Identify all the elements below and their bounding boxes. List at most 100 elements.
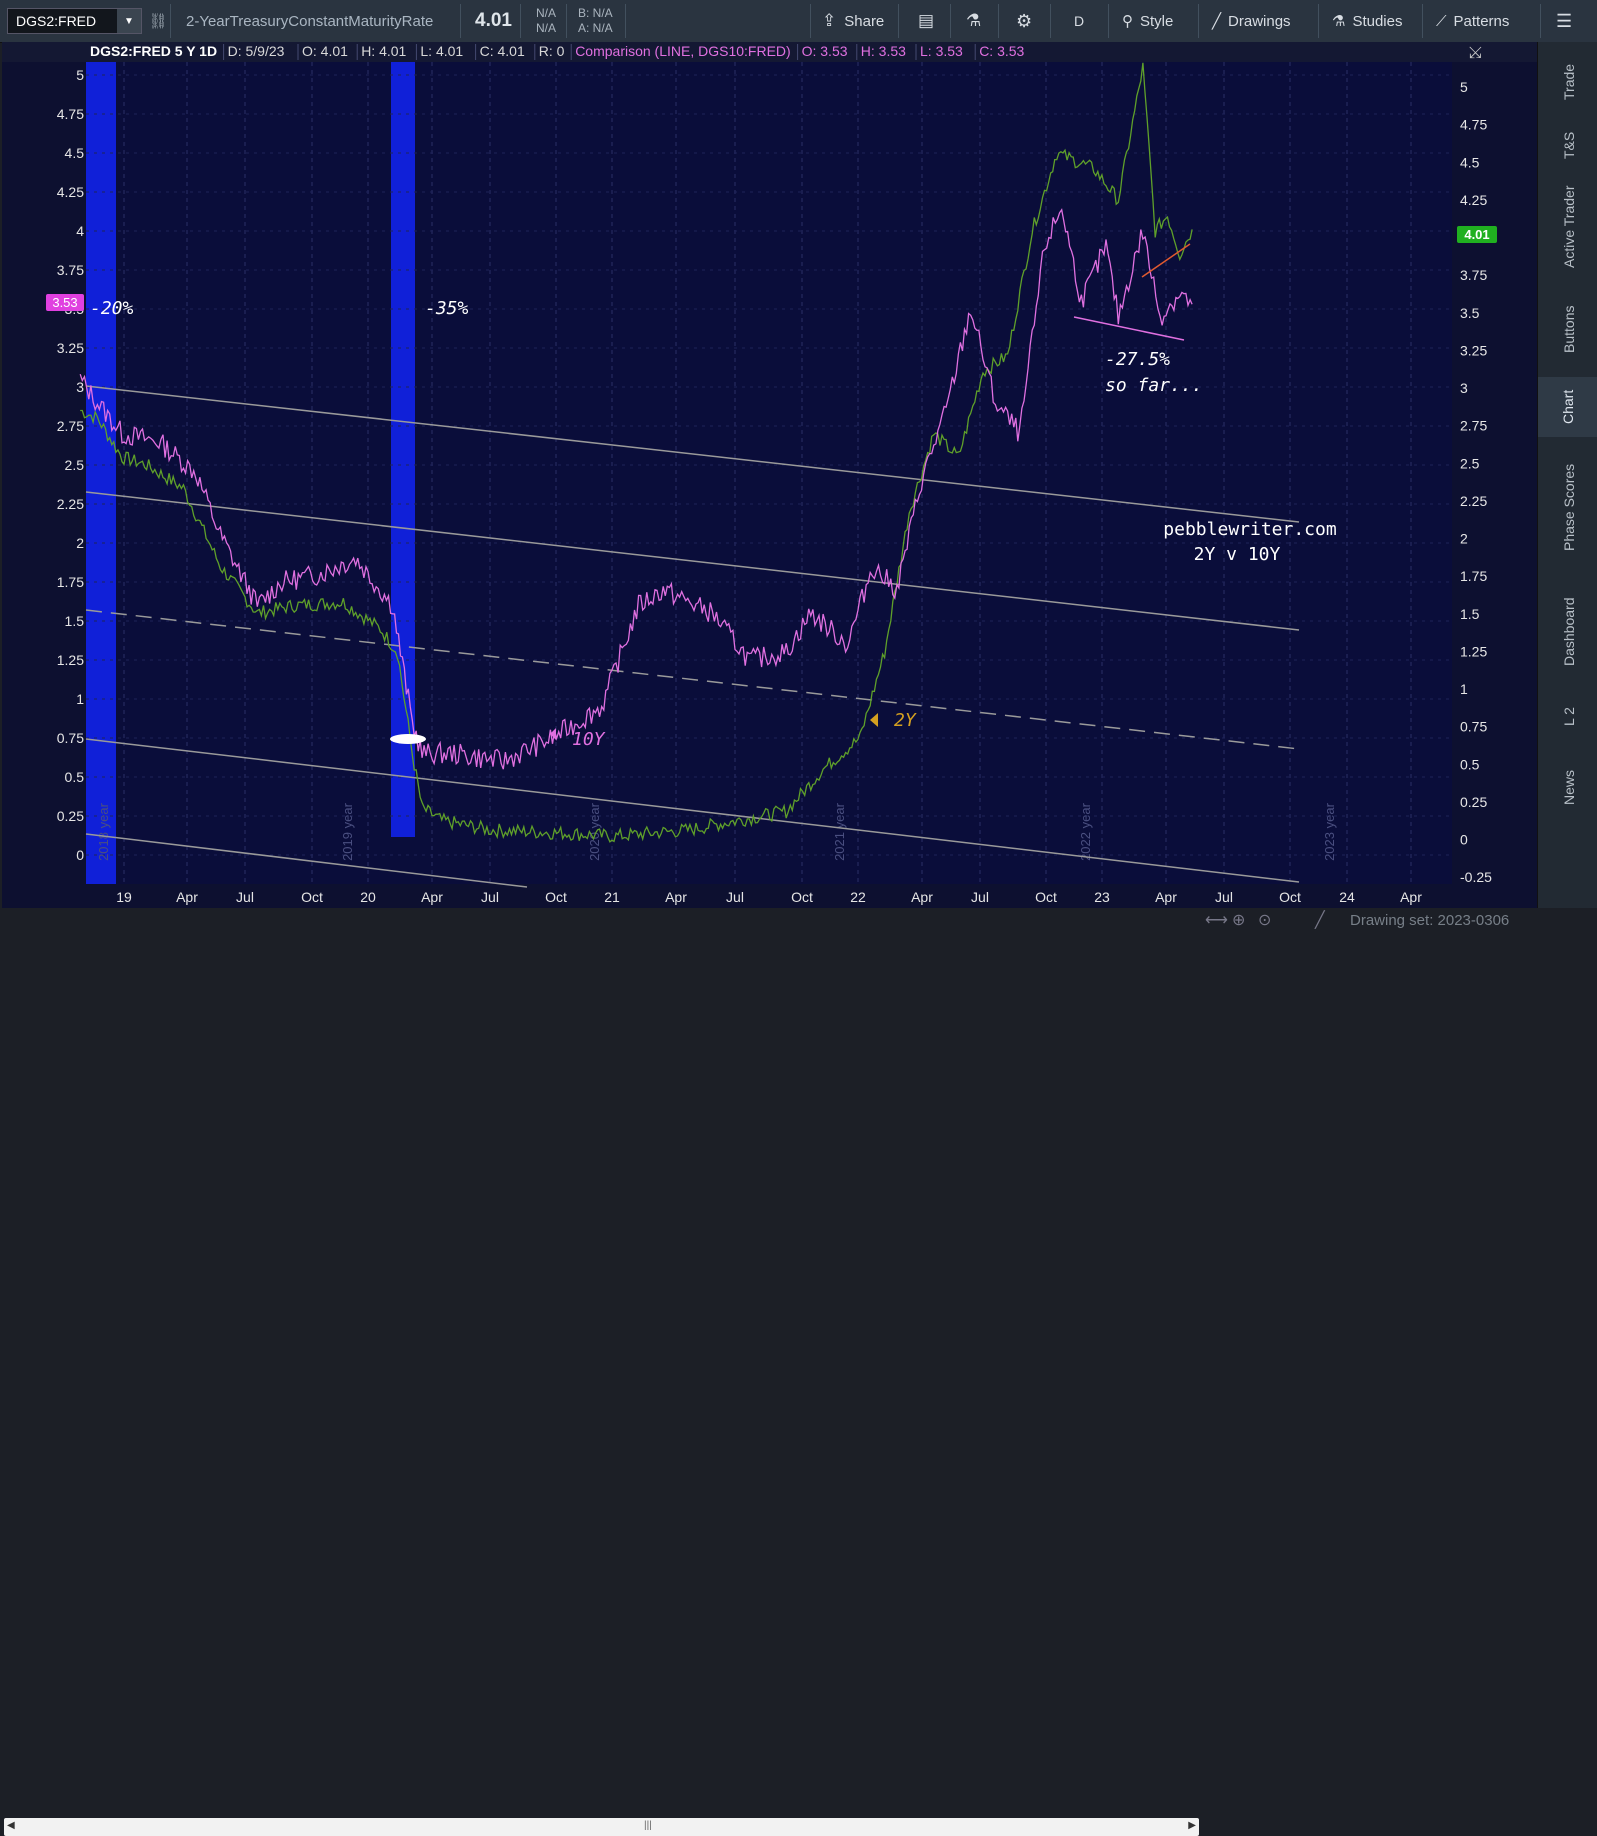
collapse-icon[interactable]: ⤩ — [1469, 45, 1482, 62]
divider — [810, 4, 811, 38]
header-item: Comparison (LINE, DGS10:FRED) — [575, 43, 791, 59]
right-axis-tick-label: 2 — [1460, 531, 1468, 547]
right-axis-tick-label: 0.5 — [1460, 756, 1480, 772]
highlight-bar — [391, 62, 415, 837]
patterns-button[interactable]: ⟋ Patterns — [1436, 0, 1509, 42]
aggregation-button[interactable]: D — [1074, 13, 1085, 29]
right-axis-tick-label: 4.25 — [1460, 192, 1487, 208]
scroll-right-icon[interactable]: ▶ — [1188, 1820, 1196, 1831]
patterns-icon: ⟋ — [1436, 12, 1447, 30]
left-axis-tick-label: 2.5 — [65, 457, 85, 473]
share-button[interactable]: ⇪ Share — [822, 0, 884, 42]
sidebar-tab-t-s[interactable]: T&S — [1561, 131, 1577, 159]
year-label: 2021 year — [832, 802, 847, 860]
annotation-so-far: so far... — [1105, 375, 1203, 396]
right-axis-tick-label: 3.25 — [1460, 342, 1487, 358]
divider — [460, 4, 461, 38]
bid-label: B: N/A — [578, 6, 613, 20]
style-button[interactable]: ⚲ Style — [1122, 0, 1173, 42]
channel-line — [85, 385, 1300, 523]
x-axis-tick-label: Jul — [236, 889, 254, 905]
drawing-set[interactable]: Drawing set: 2023-0306 — [1350, 912, 1510, 929]
right-axis-tick-label: -0.25 — [1460, 869, 1492, 885]
toolbar: DGS2:FRED ▼ ⛓ 2-YearTreasuryConstantMatu… — [0, 0, 1597, 43]
sidebar-tab-news[interactable]: News — [1561, 769, 1577, 805]
x-axis-tick-label: Apr — [1400, 889, 1422, 905]
right-axis-tick-label: 2.25 — [1460, 493, 1487, 509]
header-item: R: 0 — [539, 43, 565, 59]
divider — [1198, 4, 1199, 38]
right-axis-tick-label: 0.25 — [1460, 794, 1487, 810]
watermark-site: pebblewriter.com — [1163, 519, 1336, 540]
sidebar-tab-chart[interactable]: Chart — [1538, 377, 1597, 437]
x-axis-tick-label: Jul — [1215, 889, 1233, 905]
right-axis-tick-label: 4.75 — [1460, 117, 1487, 133]
sidebar-tab-trade[interactable]: Trade — [1561, 63, 1577, 100]
price-badge-dgs2-text: 4.01 — [1464, 227, 1489, 242]
year-label: 2020 year — [587, 802, 602, 860]
flask-icon[interactable]: ⚗ — [966, 11, 982, 30]
left-axis-tick-label: 1.5 — [65, 613, 85, 629]
share-label: Share — [844, 12, 885, 30]
beaker-icon: ⚗ — [1332, 13, 1346, 30]
right-axis-tick-label: 2.5 — [1460, 455, 1480, 471]
drawings-button[interactable]: ╱ Drawings — [1212, 0, 1291, 42]
divider — [1422, 4, 1423, 38]
symbol-dropdown-icon[interactable]: ▼ — [117, 9, 141, 33]
divider — [950, 4, 951, 38]
sidebar-tab-l-2[interactable]: L 2 — [1561, 707, 1577, 727]
plot-area — [86, 62, 1452, 884]
sidebar-tab-dashboard[interactable]: Dashboard — [1561, 597, 1577, 667]
price-badge-dgs10-text: 3.53 — [52, 295, 77, 310]
x-axis-tick-label: Jul — [481, 889, 499, 905]
sidebar-tab-active-trader[interactable]: Active Trader — [1561, 185, 1577, 269]
menu-icon[interactable]: ☰ — [1556, 10, 1573, 31]
scroll-left-icon[interactable]: ◀ — [7, 1820, 15, 1831]
channel-line — [85, 833, 528, 888]
header-item: O: 4.01 — [302, 43, 348, 59]
studies-label: Studies — [1352, 12, 1403, 30]
channel-line — [85, 738, 1300, 883]
gear-icon[interactable]: ⚙ — [1016, 10, 1033, 31]
left-axis-tick-label: 4.5 — [65, 145, 85, 161]
scroll-thumb-grip[interactable]: ||| — [644, 1820, 652, 1831]
left-axis-tick-label: 1.25 — [57, 652, 84, 668]
divider — [898, 4, 899, 38]
zoom-reset-icon[interactable]: ⟷ — [1205, 912, 1228, 929]
year-label: 2019 year — [340, 802, 355, 860]
x-axis-tick-label: Jul — [726, 889, 744, 905]
annotation-minus-35: -35% — [425, 298, 469, 319]
right-axis-tick-label: 4.5 — [1460, 154, 1480, 170]
chart-area[interactable]: 5 4.75 4.5 4.25 4 3.75 3.5 3.25 3 2.75 2.5 2.25 2 1.7… — [2, 42, 1537, 908]
chart-settings-icon[interactable]: ▤ — [918, 11, 935, 30]
drawing-tool-icon[interactable]: ╱ — [1315, 912, 1325, 929]
sidebar-tab-phase-scores[interactable]: Phase Scores — [1561, 463, 1577, 552]
divider — [566, 4, 567, 38]
divider — [1540, 4, 1541, 38]
pencil-icon: ╱ — [1212, 13, 1222, 30]
patterns-label: Patterns — [1453, 12, 1510, 30]
x-axis-tick-label: 23 — [1094, 889, 1110, 905]
left-axis-tick-label: 3.25 — [57, 340, 84, 356]
sidebar-tab-buttons[interactable]: Buttons — [1561, 305, 1577, 354]
year-label: 2022 year — [1078, 802, 1093, 860]
left-axis-tick-label: 2.75 — [57, 418, 84, 434]
header-item: D: 5/9/23 — [228, 43, 285, 59]
header-item: DGS2:FRED 5 Y 1D — [90, 43, 217, 59]
chart-svg[interactable]: 5 4.75 4.5 4.25 4 3.75 3.5 3.25 3 2.75 2.5 2.25 2 1.7… — [2, 42, 1537, 908]
link-icon[interactable]: ⛓ — [148, 13, 168, 30]
symbol-input[interactable]: DGS2:FRED ▼ — [7, 8, 142, 34]
time-scrollbar[interactable]: ◀ ||| ▶ — [4, 1818, 1199, 1836]
divider — [1318, 4, 1319, 38]
left-axis-tick-label: 1 — [76, 691, 84, 707]
right-axis-tick-label: 1.75 — [1460, 568, 1487, 584]
studies-button[interactable]: ⚗ Studies — [1332, 0, 1403, 42]
crosshair-icon[interactable]: ⊕ — [1232, 912, 1246, 929]
highlight-bar — [86, 62, 116, 884]
right-axis-tick-label: 0.75 — [1460, 719, 1487, 735]
right-axis-tick-label: 5 — [1460, 79, 1468, 95]
left-axis-tick-label: 0.5 — [65, 769, 85, 785]
symbol-text: DGS2:FRED — [16, 13, 97, 29]
zoom-icon[interactable]: ⊙ — [1258, 912, 1272, 929]
x-axis-tick-label: Jul — [971, 889, 989, 905]
